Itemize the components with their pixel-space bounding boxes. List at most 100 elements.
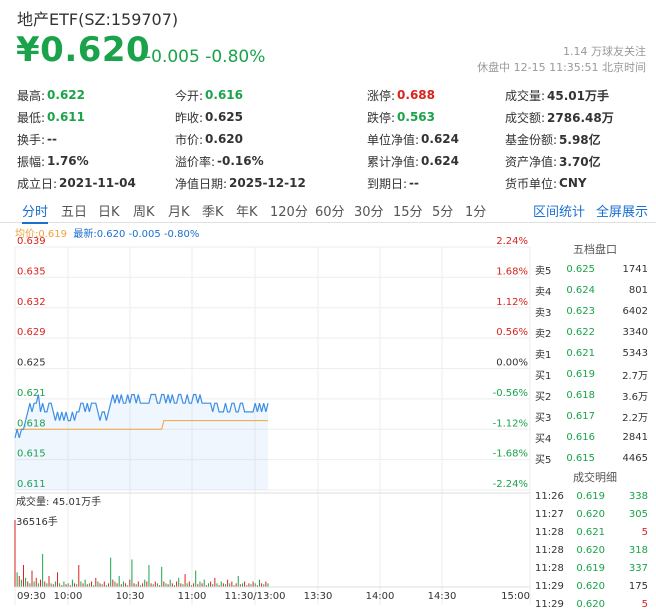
quote-value: 5.98亿 [559,132,601,147]
orderbook-row: 卖2 0.622 3340 [535,327,648,340]
quote-cell: 成交额: 2786.48万 [505,106,647,128]
tab-5[interactable]: 季K [202,205,224,220]
quote-cell: 溢价率: -0.16% [175,150,367,172]
quote-cell: 资产净值: 3.70亿 [505,150,647,172]
quote-value: 0.616 [205,88,244,102]
quote-cell: 到期日: -- [367,172,505,194]
order-book: 五档盘口 卖5 0.625 1741 卖4 0.624 801 卖3 0.623 6402 卖2 0.… [535,241,655,613]
change-percent: -0.80% [205,47,266,67]
orderbook-row: 买4 0.616 2841 [535,432,648,445]
quote-label: 溢价率: [175,154,216,169]
price-tick: 0.629 [17,327,46,338]
price-line [14,393,269,439]
quote-value: 2025-12-12 [229,176,306,190]
market-status: 休盘中 12-15 11:35:51 北京时间 [477,61,646,74]
quote-label: 跌停: [367,110,396,125]
orderbook-title: 五档盘口 [573,243,617,256]
tab-7[interactable]: 120分 [270,205,308,220]
tab-9[interactable]: 30分 [354,205,384,220]
orderbook-row: 卖1 0.621 5343 [535,348,648,361]
quote-cell: 振幅: 1.76% [17,150,175,172]
quote-value: CNY [559,176,587,190]
quote-label: 今开: [175,88,204,103]
quote-cell: 今开: 0.616 [175,84,367,106]
latest-price-legend: 最新:0.620 -0.005 -0.80% [73,229,200,240]
tab-6[interactable]: 年K [236,205,258,220]
pct-tick: 1.68% [496,266,528,277]
quote-label: 换手: [17,132,46,147]
orderbook-row: 买5 0.615 4465 [535,453,648,466]
quote-label: 累计净值: [367,154,420,169]
pct-tick: -2.24% [493,479,528,490]
quote-grid: 最高: 0.622 今开: 0.616 涨停: 0.688 成交量: 45.01万手 最低: 0.… [17,84,647,194]
pct-tick: 0.56% [496,327,528,338]
quote-cell: 涨停: 0.688 [367,84,505,106]
time-tick: 14:30 [428,591,457,602]
tab-8[interactable]: 60分 [315,205,345,220]
quote-cell: 跌停: 0.563 [367,106,505,128]
orderbook-row: 卖4 0.624 801 [535,285,648,298]
quote-label: 到期日: [367,176,408,191]
quote-label: 市价: [175,132,204,147]
volume-label: 成交量: 45.01万手 [16,497,102,508]
price-tick: 0.639 [17,236,46,247]
time-tick: 10:30 [116,591,145,602]
quote-cell: 最高: 0.622 [17,84,175,106]
avg-line [15,420,268,430]
quote-cell: 昨收: 0.625 [175,106,367,128]
quote-cell: 基金份额: 5.98亿 [505,128,647,150]
trade-row: 11:28 0.620 318 [535,544,648,556]
quote-value: 0.563 [397,110,436,124]
quote-cell: 累计净值: 0.624 [367,150,505,172]
pct-tick: 2.24% [496,236,528,247]
quote-cell: 单位净值: 0.624 [367,128,505,150]
quote-label: 基金份额: [505,132,558,147]
quote-cell: 市价: 0.620 [175,128,367,150]
quote-label: 成立日: [17,176,58,191]
quote-row: 换手: -- 市价: 0.620 单位净值: 0.624 基金份额: 5.98亿 [17,128,647,150]
quote-value: 0.620 [205,132,244,146]
quote-row: 最低: 0.611 昨收: 0.625 跌停: 0.563 成交额: 2786.48万 [17,106,647,128]
tab-2[interactable]: 日K [98,205,120,220]
fullscreen-link[interactable]: 全屏展示 [596,205,649,220]
quote-label: 最高: [17,88,46,103]
quote-label: 最低: [17,110,46,125]
pct-tick: 0.00% [496,358,528,369]
tab-3[interactable]: 周K [133,205,155,220]
quote-label: 振幅: [17,154,46,169]
tab-12[interactable]: 1分 [465,205,487,220]
price-tick: 0.632 [17,297,46,308]
quote-value: -0.16% [217,154,264,168]
price-tick: 0.621 [17,388,46,399]
tab-1[interactable]: 五日 [61,205,88,220]
quote-label: 净值日期: [175,176,228,191]
tab-0[interactable]: 分时 [22,201,49,224]
price-area [15,394,268,490]
time-tick: 10:00 [54,591,83,602]
tab-4[interactable]: 月K [168,205,190,220]
quote-value: 45.01万手 [547,88,610,103]
orderbook-row: 买2 0.618 3.6万 [535,390,648,403]
quote-label: 单位净值: [367,132,420,147]
quote-label: 涨停: [367,88,396,103]
quote-value: 2021-11-04 [59,176,136,190]
price-tick: 0.618 [17,418,46,429]
quote-value: 3.70亿 [559,154,601,169]
orderbook-row: 卖5 0.625 1741 [535,264,648,277]
trade-row: 11:29 0.620 175 [535,580,648,592]
time-tick: 11:00 [178,591,207,602]
quote-label: 成交额: [505,110,546,125]
quote-row: 最高: 0.622 今开: 0.616 涨停: 0.688 成交量: 45.01万手 [17,84,647,106]
quote-value: 0.611 [47,110,86,124]
quote-cell: 货币单位: CNY [505,172,647,194]
range-stats-link[interactable]: 区间统计 [533,205,586,220]
follow-count[interactable]: 1.14 万球友关注 [563,45,646,58]
quote-label: 货币单位: [505,176,558,191]
tab-11[interactable]: 5分 [432,205,454,220]
quote-value: -- [47,132,58,146]
quote-value: -- [409,176,420,190]
tab-10[interactable]: 15分 [393,205,423,220]
quote-value: 0.625 [205,110,244,124]
trade-row: 11:26 0.619 338 [535,490,648,502]
orderbook-row: 买3 0.617 2.2万 [535,411,648,424]
